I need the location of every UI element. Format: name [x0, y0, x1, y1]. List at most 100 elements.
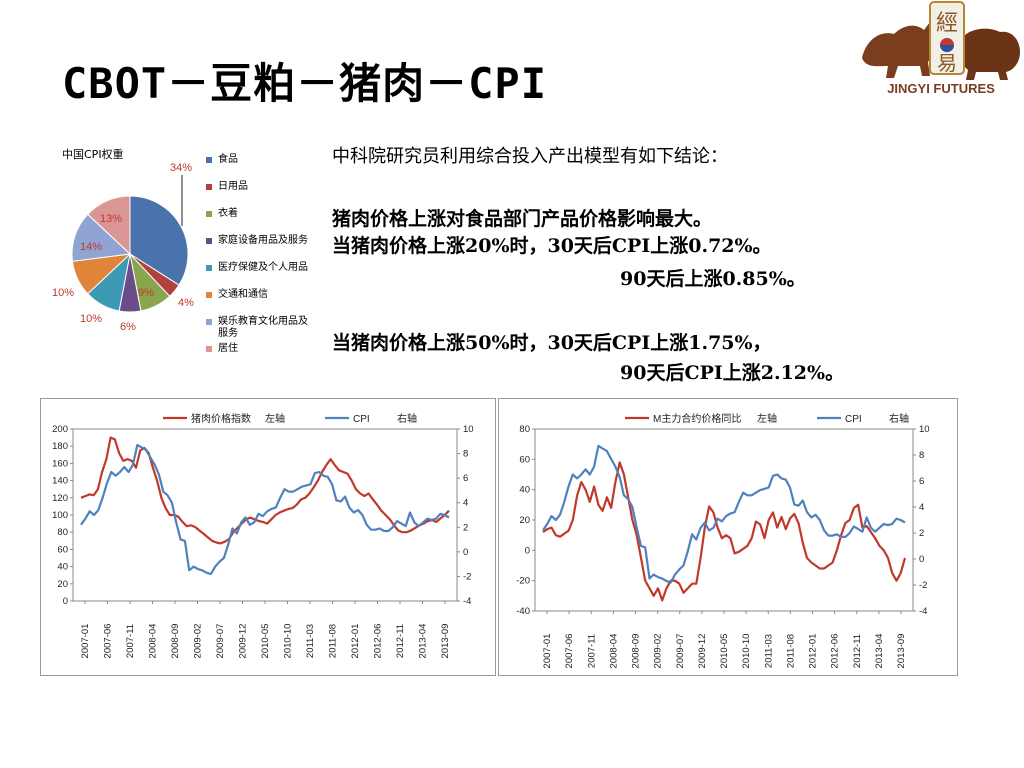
- pie-value-label: 34%: [170, 162, 192, 174]
- legend-swatch: [206, 265, 212, 271]
- x-tick-label: 2008-04: [148, 624, 159, 659]
- right-tick-label: 2: [919, 528, 924, 539]
- cpi-weight-pie-chart: 34% 4% 9% 6% 10% 10% 14% 13%: [52, 162, 194, 333]
- series-line: [80, 443, 450, 576]
- legend-axis-label: 左轴: [757, 412, 777, 425]
- left-tick-label: 100: [52, 510, 68, 521]
- x-tick-label: 2010-05: [719, 634, 730, 669]
- left-tick-label: -20: [516, 576, 530, 587]
- pork-price-vs-cpi-line-chart: 0 20 40 60 80 100 120 140 160 180 200 -4 -2 0 2 4 6 8 10 20…: [52, 412, 474, 659]
- x-tick-label: 2012-06: [830, 634, 841, 669]
- left-tick-label: 40: [519, 485, 530, 496]
- x-tick-label: 2007-06: [564, 634, 575, 669]
- left-tick-label: 40: [57, 562, 68, 573]
- x-tick-label: 2009-02: [193, 624, 204, 659]
- x-tick-label: 2010-05: [260, 624, 271, 659]
- left-tick-label: 80: [57, 527, 68, 538]
- logo-text: JINGYI FUTURES: [887, 81, 995, 96]
- right-tick-label: 6: [463, 473, 468, 484]
- legend-label: 日用品: [218, 181, 248, 192]
- conclusion-line-5: 90天后CPI上涨2.12%。: [620, 362, 845, 384]
- series-line: [542, 461, 907, 602]
- right-tick-label: 6: [919, 476, 924, 487]
- x-tick-label: 2008-09: [170, 624, 181, 659]
- pie-slice: [71, 213, 132, 262]
- x-tick-label: 2007-11: [125, 624, 136, 658]
- x-tick-label: 2007-01: [542, 634, 553, 669]
- x-tick-label: 2011-03: [305, 624, 316, 658]
- legend-label: 交通和通信: [218, 289, 268, 300]
- x-tick-label: 2009-07: [215, 624, 226, 659]
- x-tick-label: 2009-02: [653, 634, 664, 669]
- right-tick-label: 10: [919, 424, 930, 435]
- pie-value-label: 10%: [52, 287, 74, 299]
- pie-chart-title: 中国CPI权重: [62, 148, 124, 161]
- x-tick-label: 2011-08: [785, 634, 796, 668]
- left-tick-label: 80: [519, 424, 530, 435]
- legend-swatch: [206, 184, 212, 190]
- jingyi-futures-logo: 經 易 JINGYI FUTURES: [858, 0, 1024, 100]
- conclusion-line-4: 当猪肉价格上涨50%时，30天后CPI上涨1.75%，: [332, 332, 772, 354]
- legend-swatch: [206, 157, 212, 163]
- legend-series-name: CPI: [845, 414, 862, 425]
- x-tick-label: 2009-12: [238, 624, 249, 659]
- x-tick-label: 2009-12: [697, 634, 708, 669]
- x-tick-label: 2013-04: [418, 624, 429, 659]
- right-tick-label: 8: [919, 450, 924, 461]
- left-tick-label: 140: [52, 476, 68, 487]
- slide-title: CBOT－豆粕－猪肉－CPI: [62, 59, 548, 108]
- conclusion-line-3: 90天后上涨0.85%。: [620, 268, 806, 290]
- right-tick-label: -2: [463, 571, 471, 582]
- x-tick-label: 2013-04: [874, 634, 885, 669]
- legend-series-name: CPI: [353, 414, 370, 425]
- left-tick-label: 20: [519, 515, 530, 526]
- x-tick-label: 2009-07: [675, 634, 686, 669]
- left-tick-label: 60: [57, 544, 68, 555]
- meal-cpi-chart-box: -40 -20 0 20 40 60 80 -4 -2 0 2 4 6 8 10 2007-01 2007-06…: [498, 398, 958, 676]
- x-tick-label: 2008-04: [608, 634, 619, 669]
- pork-cpi-chart-box: 0 20 40 60 80 100 120 140 160 180 200 -4 -2 0 2 4 6 8 10 20…: [40, 398, 496, 676]
- x-tick-label: 2010-10: [741, 634, 752, 669]
- legend-label: 衣着: [218, 208, 238, 219]
- right-tick-label: -2: [919, 580, 927, 591]
- pie-value-label: 13%: [100, 213, 122, 225]
- left-tick-label: 180: [52, 441, 68, 452]
- right-tick-label: 10: [463, 424, 474, 435]
- series-line: [542, 444, 906, 584]
- pie-value-label: 10%: [80, 313, 102, 325]
- legend-label: 家庭设备用品及服务: [218, 235, 308, 246]
- right-tick-label: 4: [463, 498, 468, 509]
- pie-value-label: 4%: [178, 297, 194, 309]
- right-tick-label: 0: [919, 554, 924, 565]
- legend-axis-label: 右轴: [889, 412, 909, 425]
- x-tick-label: 2010-10: [283, 624, 294, 659]
- x-tick-label: 2007-11: [586, 634, 597, 668]
- left-tick-label: 60: [519, 454, 530, 465]
- x-tick-label: 2011-03: [763, 634, 774, 668]
- pie-value-label: 6%: [120, 321, 136, 333]
- left-tick-label: 20: [57, 579, 68, 590]
- conclusion-line-1: 猪肉价格上涨对食品部门产品价格影响最大。: [332, 208, 713, 230]
- x-tick-label: 2008-09: [631, 634, 642, 669]
- legend-series-name: 猪肉价格指数: [191, 412, 251, 425]
- x-tick-label: 2012-06: [373, 624, 384, 659]
- bull-icon: [862, 22, 935, 78]
- pie-value-label: 14%: [80, 241, 102, 253]
- x-tick-label: 2012-01: [350, 624, 361, 659]
- right-tick-label: -4: [463, 596, 471, 607]
- pie-value-label: 9%: [138, 287, 154, 299]
- legend-label: 娱乐教育文化用品及服务: [218, 316, 308, 339]
- bear-icon: [960, 28, 1020, 80]
- right-tick-label: 2: [463, 522, 468, 533]
- legend-label: 食品: [218, 154, 238, 165]
- logo-char-1: 經: [936, 10, 958, 35]
- x-tick-label: 2012-11: [852, 634, 863, 668]
- x-tick-label: 2011-08: [328, 624, 339, 658]
- x-tick-label: 2013-09: [440, 624, 451, 659]
- legend-label: 医疗保健及个人用品: [218, 262, 308, 273]
- pie-legend: 食品日用品衣着家庭设备用品及服务 医疗保健及个人用品 交通和通信娱乐教育文化用品及服…: [206, 154, 316, 374]
- right-tick-label: 0: [463, 547, 468, 558]
- left-tick-label: -40: [516, 606, 530, 617]
- legend-swatch: [206, 238, 212, 244]
